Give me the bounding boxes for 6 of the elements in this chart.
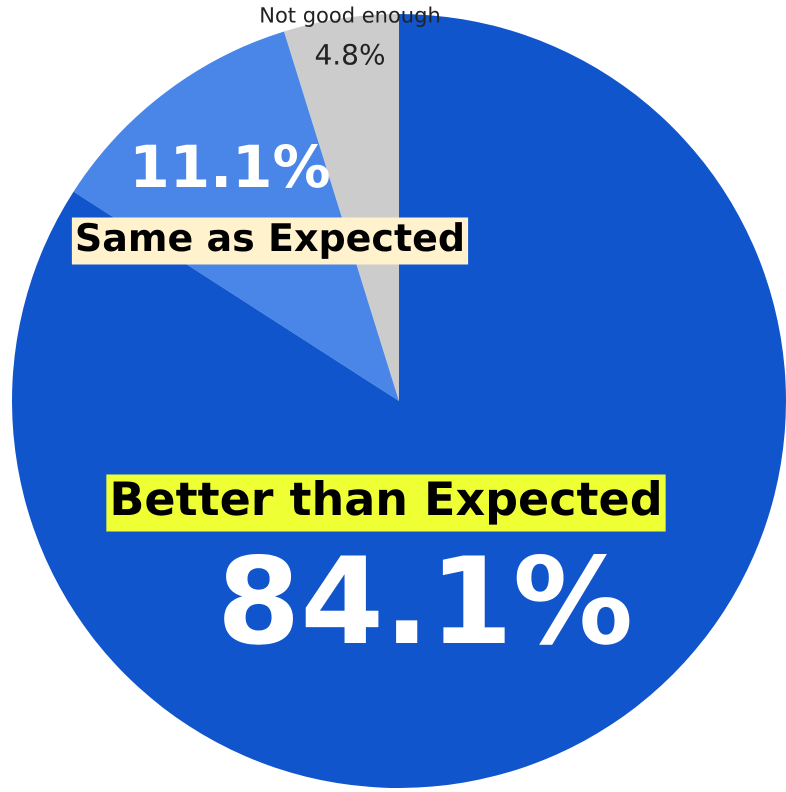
slice-label: Not good enough	[259, 3, 441, 28]
data-label: 84.1%	[216, 533, 634, 672]
slice-label: Same as Expected	[74, 216, 466, 260]
data-label: 11.1%	[129, 133, 331, 202]
data-label: 4.8%	[314, 38, 386, 72]
slice-label: Better than Expected	[109, 472, 663, 526]
